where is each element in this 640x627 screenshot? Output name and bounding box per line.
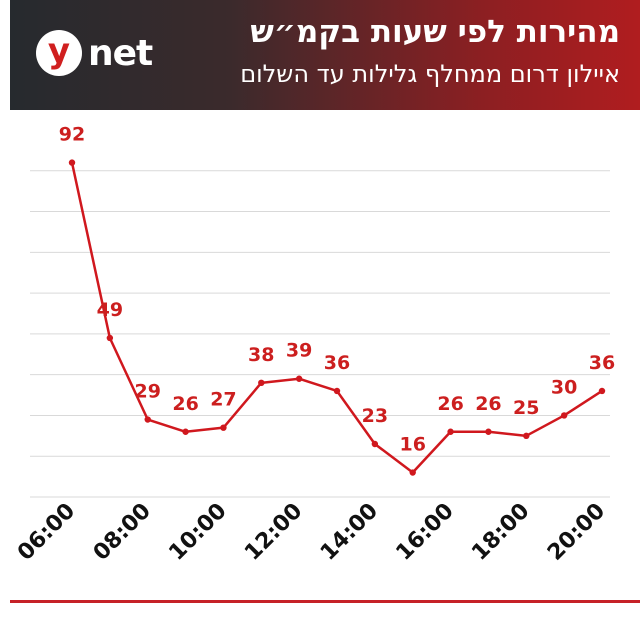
logo-circle: y [36,30,82,76]
data-point [447,428,454,435]
data-label: 38 [248,344,274,366]
data-label: 39 [286,340,312,362]
data-label: 36 [589,352,615,374]
logo-letter: y [47,31,71,71]
data-point [258,379,265,387]
data-point [68,159,76,166]
x-tick-label: 14:00 [316,499,383,566]
data-label: 29 [134,381,160,403]
data-point [371,440,379,448]
x-tick-label: 16:00 [392,499,459,566]
data-label: 26 [172,393,198,415]
logo-word: net [88,32,153,74]
data-label: 26 [475,393,501,415]
data-point [485,428,492,435]
header-banner: y net מהירות לפי שעות בקמ״ש איילון דרום … [10,0,640,110]
chart-title: מהירות לפי שעות בקמ״ש [250,14,620,50]
ynet-logo: y net [36,30,153,76]
data-label: 36 [324,352,350,374]
data-label: 92 [59,124,85,146]
x-tick-label: 18:00 [467,499,534,566]
series-line [70,162,603,474]
x-tick-label: 12:00 [240,499,307,566]
x-tick-label: 20:00 [543,499,610,566]
data-point [560,412,568,419]
data-point [295,375,303,382]
data-point [333,387,341,395]
bottom-divider [10,600,640,603]
data-point [220,424,227,431]
data-label: 27 [210,389,236,411]
data-point [598,387,606,395]
x-tick-label: 08:00 [89,499,156,566]
data-label: 16 [399,434,425,456]
data-label: 26 [437,393,463,415]
x-tick-label: 06:00 [13,499,80,566]
data-label: 30 [551,376,577,398]
data-label: 23 [362,405,388,427]
data-label: 49 [97,299,123,321]
data-label: 25 [513,397,539,419]
data-point [144,416,151,423]
data-point [409,469,416,476]
data-point [106,334,114,342]
chart-subtitle: איילון דרום ממחלף גלילות עד השלום [240,60,620,88]
data-point [182,428,189,435]
data-point [523,432,530,440]
x-tick-label: 10:00 [164,499,231,566]
